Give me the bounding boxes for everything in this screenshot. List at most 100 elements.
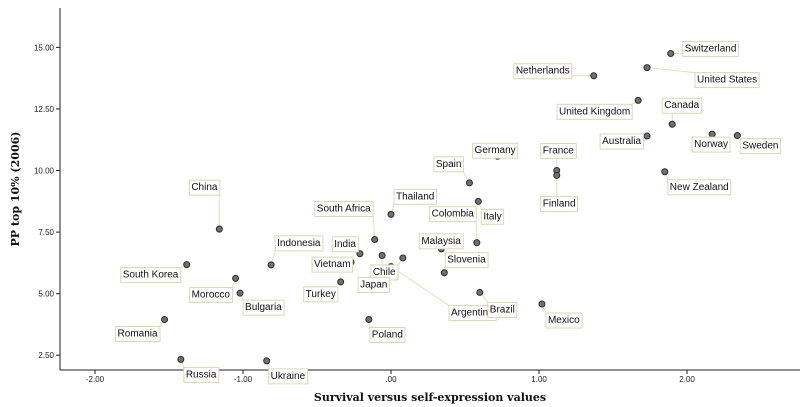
point-label-switzerland: Switzerland	[685, 44, 737, 55]
point-label-japan: Japan	[360, 279, 387, 290]
y-tick-label: 7.50	[38, 228, 54, 237]
point-label-box-indonesia	[274, 235, 324, 252]
point-label-box-colombia	[429, 206, 477, 223]
point-label-morocco: Morocco	[192, 289, 231, 300]
data-points	[161, 50, 741, 365]
x-axis-title: Survival versus self-expression values	[314, 391, 546, 404]
point-label-indonesia: Indonesia	[277, 238, 321, 249]
x-tick-label: -1.00	[234, 375, 253, 384]
point-morocco	[232, 274, 240, 282]
point-label-bulgaria: Bulgaria	[245, 302, 282, 313]
point-label-box-brazil	[487, 301, 518, 318]
point-label-malaysia: Malaysia	[421, 236, 461, 247]
point-label-spain: Spain	[436, 159, 462, 170]
y-tick-label: 2.50	[38, 351, 54, 360]
point-label-germany: Germany	[475, 145, 516, 156]
point-label-turkey: Turkey	[306, 289, 336, 300]
point-label-sweden: Sweden	[742, 141, 778, 152]
point-spain	[465, 179, 473, 187]
x-tick-label: -2.00	[86, 375, 105, 384]
point-label-box-canada	[661, 97, 703, 114]
point-ukraine	[263, 357, 271, 365]
point-label-united-kingdom: United Kingdom	[559, 106, 630, 117]
point-label-box-vietnam	[311, 256, 354, 273]
point-mexico	[538, 300, 546, 308]
point-label-box-turkey	[303, 286, 339, 303]
point-thailand	[387, 210, 395, 218]
point-label-thailand: Thailand	[396, 191, 434, 202]
point-label-south-africa: South Africa	[317, 203, 371, 214]
point-label-box-slovenia	[444, 252, 489, 269]
point-turkey	[337, 278, 345, 286]
point-label-box-south-africa	[314, 200, 374, 217]
point-finland	[553, 171, 561, 179]
point-label-poland: Poland	[372, 330, 403, 341]
point-label-mexico: Mexico	[548, 315, 580, 326]
point-brazil	[476, 288, 484, 296]
point-label-new-zealand: New Zealand	[670, 182, 729, 193]
point-new-zealand	[661, 168, 669, 176]
point-label-south-korea: South Korea	[123, 270, 179, 281]
point-label-slovenia: Slovenia	[447, 255, 486, 266]
point-label-united-states: United States	[697, 75, 757, 86]
point-label-box-malaysia	[418, 233, 464, 250]
point-bulgaria	[236, 289, 244, 297]
point-label-box-japan	[357, 276, 390, 293]
point-label-australia: Australia	[602, 136, 641, 147]
point-colombia	[473, 239, 481, 247]
point-south-africa	[371, 235, 379, 243]
point-label-box-poland	[369, 327, 406, 344]
point-label-box-finland	[540, 195, 579, 212]
point-italy	[474, 197, 482, 205]
point-label-france: France	[543, 146, 575, 157]
point-label-box-china	[188, 179, 221, 196]
point-label-box-mexico	[545, 312, 583, 329]
point-label-box-united-kingdom	[556, 103, 633, 120]
point-label-ukraine: Ukraine	[271, 371, 306, 382]
point-slovenia	[440, 269, 448, 277]
leader-line-colombia	[475, 221, 478, 243]
leader-line-south-africa	[372, 216, 376, 240]
y-tick-label: 10.00	[34, 167, 55, 176]
point-sweden	[733, 132, 741, 140]
point-indonesia	[267, 261, 275, 269]
point-label-box-bulgaria	[242, 299, 285, 316]
point-label-box-morocco	[189, 286, 233, 303]
point-label-vietnam: Vietnam	[314, 259, 351, 270]
point-label-box-italy	[480, 208, 505, 225]
y-tick-label: 12.50	[34, 105, 55, 114]
point-labels: Switzerland United States Netherlands Unite…	[115, 41, 781, 385]
leader-line-argentina	[390, 266, 450, 306]
point-netherlands	[590, 72, 598, 80]
point-label-box-germany	[472, 142, 519, 159]
point-label-norway: Norway	[694, 139, 728, 150]
x-tick-label: .00	[385, 375, 397, 384]
point-japan	[378, 251, 386, 259]
point-label-netherlands: Netherlands	[516, 66, 570, 77]
point-label-box-united-states	[694, 72, 760, 89]
point-label-colombia: Colombia	[432, 209, 475, 220]
point-label-romania: Romania	[118, 329, 158, 340]
point-label-box-romania	[115, 326, 161, 343]
point-russia	[177, 355, 185, 363]
point-label-box-ukraine	[268, 368, 309, 385]
point-label-box-france	[540, 143, 577, 160]
point-label-china: China	[191, 182, 218, 193]
point-south-korea	[183, 261, 191, 269]
point-label-box-south-korea	[120, 267, 182, 284]
point-label-box-india	[331, 236, 359, 253]
point-chile	[399, 254, 407, 262]
point-united-kingdom	[634, 96, 642, 104]
point-label-box-spain	[433, 156, 464, 173]
axes: -2.00-1.00.001.002.003.002.505.007.5010.…	[34, 8, 800, 384]
point-china	[215, 225, 223, 233]
point-label-box-new-zealand	[667, 179, 732, 196]
point-label-box-switzerland	[682, 41, 739, 58]
point-poland	[365, 316, 373, 324]
point-label-india: India	[334, 239, 356, 250]
point-romania	[161, 316, 169, 324]
point-label-box-norway	[691, 136, 731, 153]
point-label-box-sweden	[739, 138, 781, 155]
point-label-box-netherlands	[513, 63, 573, 80]
